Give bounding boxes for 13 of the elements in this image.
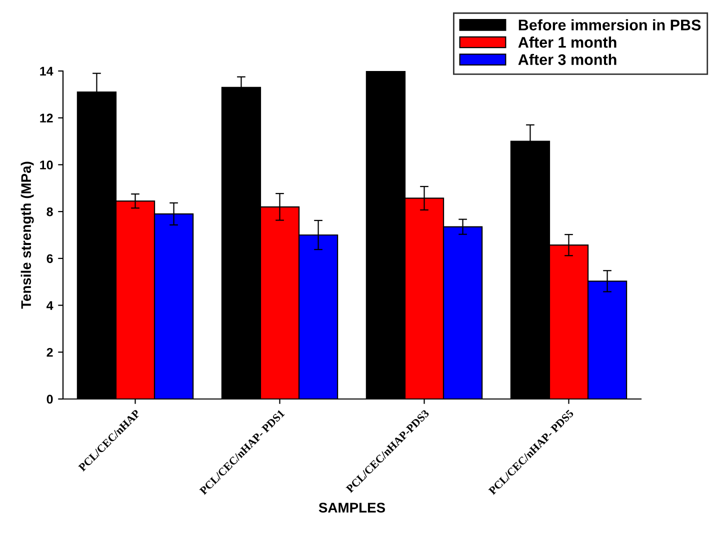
legend-label: Before immersion in PBS bbox=[518, 19, 701, 30]
legend-label: After 3 month bbox=[518, 54, 616, 66]
y-tick-label: 10 bbox=[40, 160, 53, 170]
y-tick-label: 14 bbox=[40, 66, 54, 76]
y-axis-title: Tensile strength (MPa) bbox=[20, 162, 34, 309]
y-tick-label: 6 bbox=[46, 254, 53, 264]
legend-label: After 1 month bbox=[518, 36, 616, 48]
y-tick-label: 4 bbox=[46, 301, 54, 310]
x-axis-title: SAMPLES bbox=[318, 502, 386, 513]
y-tick-label: 8 bbox=[46, 207, 53, 216]
y-tick-label: 2 bbox=[46, 348, 53, 357]
y-tick-label: 12 bbox=[40, 114, 53, 122]
y-tick-label: 0 bbox=[46, 394, 53, 404]
